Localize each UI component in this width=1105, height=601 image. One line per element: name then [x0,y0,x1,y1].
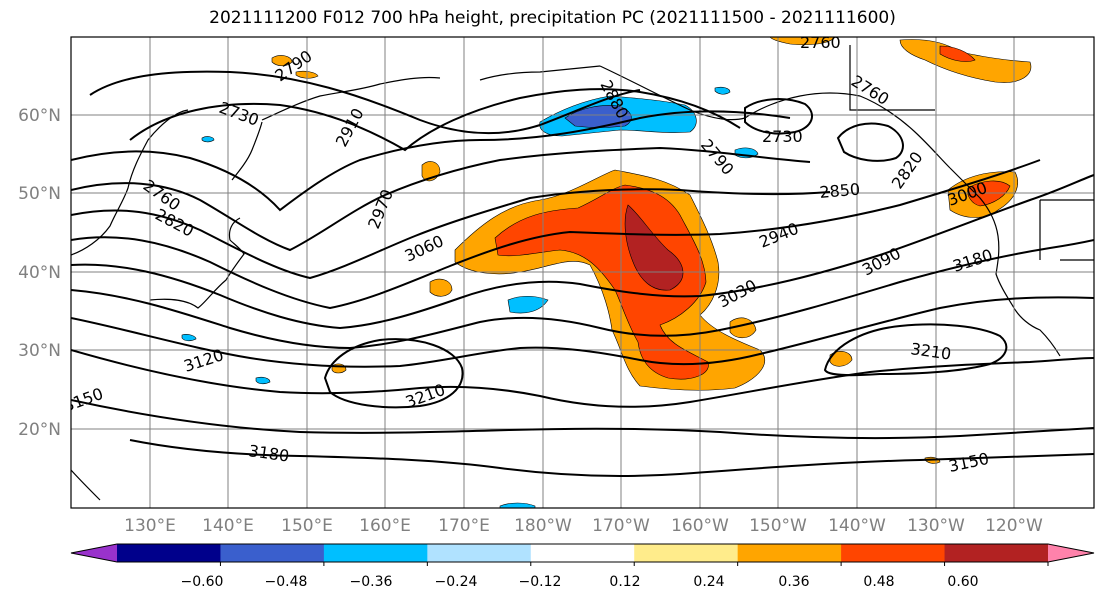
lat-label: 30°N [18,341,61,361]
lat-label: 20°N [18,420,61,440]
lon-label: 130°E [124,516,176,536]
contour-label: 2730 [762,127,803,146]
contour-label: 2760 [848,71,893,109]
colorbar-extend-min [71,544,117,562]
contour-label: 3090 [859,244,904,280]
colorbar-tick-label: −0.60 [181,574,224,590]
colorbar-swatch [117,544,221,562]
lon-label: 120°W [985,516,1043,536]
colorbar-tick-label: 0.12 [609,574,640,590]
contour-label: 3180 [247,441,290,465]
contour-label: 3180 [950,245,995,276]
colorbar-tick-label: 0.48 [863,574,894,590]
lon-label: 160°W [671,516,729,536]
colorbar-extend-max [1048,544,1094,562]
precip-negative-shading [181,86,759,508]
contour-label: 3210 [909,339,952,363]
contour-label: 3210 [403,380,448,412]
colorbar-tick-labels: −0.60 −0.48 −0.36 −0.24 −0.12 0.12 0.24 … [181,574,979,590]
contour-label: 3030 [715,276,760,312]
contour-label: 2730 [217,98,262,130]
colorbar-swatch [841,544,946,562]
colorbar-swatch [634,544,739,562]
colorbar-swatch [530,544,635,562]
map-plot-area: 2790 2730 2760 2820 2910 2880 2970 3060 … [61,33,1094,508]
contour-label: 2760 [800,33,841,52]
lat-label: 60°N [18,106,61,126]
latitude-labels: 60°N 50°N 40°N 30°N 20°N [18,106,61,440]
contour-label: 2820 [888,148,927,192]
colorbar-outline [70,543,1095,563]
colorbar-tick-label: −0.36 [350,574,393,590]
colorbar-swatch [323,544,428,562]
colorbar-swatch [220,544,325,562]
colorbar [70,543,1095,566]
lon-label: 170°E [438,516,490,536]
colorbar-swatch [427,544,532,562]
height-contours [71,70,1094,477]
colorbar-tick-label: 0.36 [778,574,809,590]
lon-label: 170°W [592,516,650,536]
coastlines [71,45,1094,501]
colorbar-tick-label: 0.24 [693,574,724,590]
contour-label: 2850 [819,180,861,202]
contour-label: 3060 [402,231,447,265]
colorbar-swatch [737,544,842,562]
longitude-labels: 130°E 140°E 150°E 160°E 170°E 180°W 170°… [124,516,1043,536]
contour-label: 3150 [947,449,991,476]
map-frame [70,36,1095,509]
contour-label: 2940 [756,219,801,252]
contour-label: 2910 [332,105,368,150]
contour-label: 2790 [697,135,738,178]
lon-label: 150°W [749,516,807,536]
map-title: 2021111200 F012 700 hPa height, precipit… [209,8,896,28]
lat-label: 40°N [18,263,61,283]
contour-label: 3150 [61,384,106,416]
colorbar-swatch [944,544,1049,562]
lon-label: 130°W [907,516,965,536]
lon-label: 140°E [202,516,254,536]
lon-label: 160°E [359,516,411,536]
colorbar-tick-label: 0.60 [947,574,978,590]
lon-label: 150°E [281,516,333,536]
colorbar-tick-label: −0.24 [435,574,478,590]
colorbar-tick-label: −0.12 [519,574,562,590]
lat-label: 50°N [18,184,61,204]
lon-label: 180°W [514,516,572,536]
colorbar-tick-label: −0.48 [265,574,308,590]
lon-label: 140°W [828,516,886,536]
